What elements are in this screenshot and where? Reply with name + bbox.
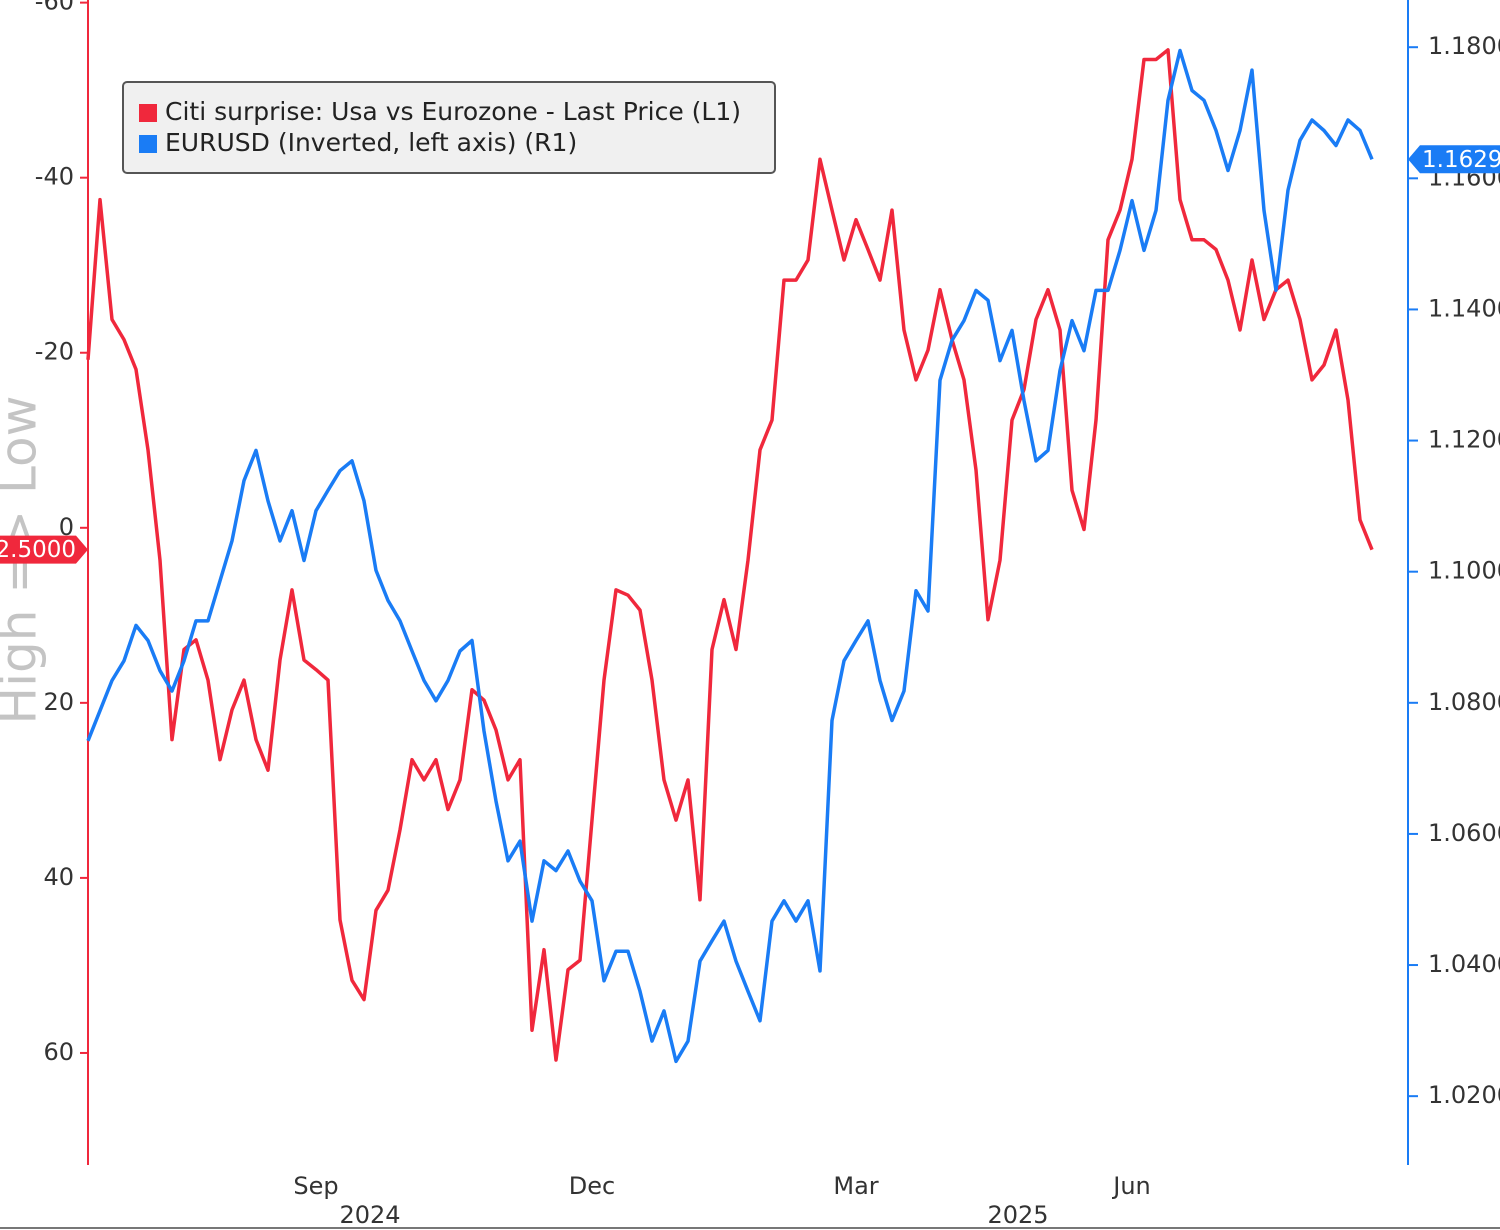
y2-tick-label: 1.1000 — [1428, 557, 1500, 585]
x-group-label: 2024 — [339, 1201, 400, 1229]
last-value-label: 1.1629 — [1422, 147, 1500, 173]
last-value-tag — [0, 535, 88, 564]
legend: Citi surprise: Usa vs Eurozone - Last Pr… — [122, 81, 776, 174]
y-tick-label: 0 — [59, 513, 74, 541]
y2-tick-label: 1.1200 — [1428, 426, 1500, 454]
x-tick-label: Jun — [1111, 1172, 1151, 1200]
y-tick-label: 20 — [43, 688, 74, 716]
y2-tick-label: 1.0400 — [1428, 950, 1500, 978]
last-value-label: 2.5000 — [0, 537, 76, 563]
x-tick-label: Mar — [833, 1172, 878, 1200]
legend-swatch — [139, 104, 157, 122]
y-tick-label: 40 — [43, 863, 74, 891]
x-tick-label: Dec — [569, 1172, 615, 1200]
legend-label: Citi surprise: Usa vs Eurozone - Last Pr… — [165, 97, 741, 126]
y2-tick-label: 1.1400 — [1428, 294, 1500, 322]
y-tick-label: 60 — [43, 1038, 74, 1066]
legend-label: EURUSD (Inverted, left axis) (R1) — [165, 128, 577, 157]
y2-tick-label: 1.0600 — [1428, 819, 1500, 847]
y2-tick-label: 1.0200 — [1428, 1081, 1500, 1109]
y2-tick-label: 1.1800 — [1428, 32, 1500, 60]
line-series — [86, 48, 1374, 1062]
x-tick-label: Sep — [293, 1172, 338, 1200]
last-value-tag — [1408, 145, 1500, 174]
line-series — [86, 48, 1374, 1064]
legend-swatch — [139, 135, 157, 153]
y2-tick-label: 1.0800 — [1428, 688, 1500, 716]
y-tick-label: -40 — [35, 163, 74, 191]
y-tick-label: -20 — [35, 338, 74, 366]
y-tick-label: -60 — [35, 0, 74, 16]
x-group-label: 2025 — [987, 1201, 1048, 1229]
legend-box — [122, 81, 776, 174]
